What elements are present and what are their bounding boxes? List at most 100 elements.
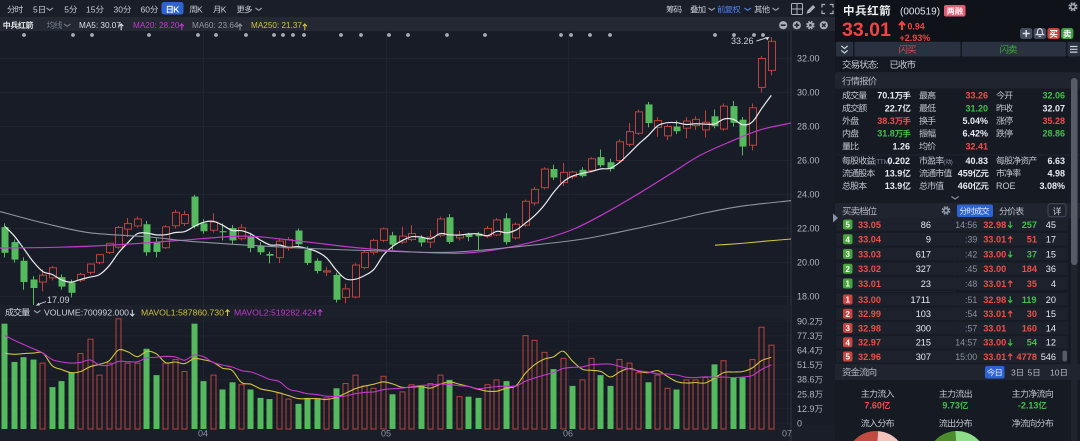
- svg-text:MA5: 30.07: MA5: 30.07: [79, 21, 121, 30]
- svg-text:33.02: 33.02: [858, 264, 881, 274]
- svg-text:15: 15: [86, 5, 96, 15]
- svg-text:35.28: 35.28: [1043, 116, 1066, 126]
- svg-text:37: 37: [1027, 249, 1037, 259]
- svg-text:30: 30: [1027, 309, 1037, 319]
- svg-text:(: (: [943, 160, 945, 166]
- svg-text:160: 160: [1022, 323, 1037, 333]
- svg-text:90.2: 90.2: [797, 317, 815, 327]
- svg-text:MAVOL2:519282.424: MAVOL2:519282.424: [234, 308, 317, 318]
- svg-text:30.00: 30.00: [797, 88, 820, 98]
- svg-text:546: 546: [1041, 352, 1056, 362]
- svg-text:7.60: 7.60: [864, 401, 882, 411]
- svg-text:33.01: 33.01: [983, 323, 1006, 333]
- svg-text:327: 327: [916, 264, 931, 274]
- svg-text:K: K: [221, 5, 227, 15]
- svg-text:3.08%: 3.08%: [1040, 181, 1066, 191]
- svg-text:26.00: 26.00: [797, 156, 820, 166]
- svg-text:): ): [951, 160, 953, 166]
- svg-text:4: 4: [846, 236, 851, 245]
- svg-text:33.00: 33.00: [983, 264, 1006, 274]
- svg-text:K: K: [173, 5, 180, 15]
- svg-text:15: 15: [1046, 249, 1056, 259]
- svg-text:4: 4: [1051, 279, 1056, 289]
- svg-text:77.3: 77.3: [797, 331, 815, 341]
- svg-text:13.9: 13.9: [885, 181, 903, 191]
- svg-text:38.3: 38.3: [877, 116, 895, 126]
- svg-text:14: 14: [1046, 323, 1056, 333]
- svg-text:33.26: 33.26: [966, 91, 989, 101]
- svg-text:86: 86: [921, 220, 931, 230]
- svg-text:300: 300: [916, 323, 931, 333]
- svg-text:28.00: 28.00: [797, 122, 820, 132]
- svg-text:5: 5: [846, 221, 851, 230]
- svg-text::54: :54: [965, 309, 977, 319]
- svg-text:5.04%: 5.04%: [963, 116, 989, 126]
- svg-text:33.01: 33.01: [983, 352, 1006, 362]
- svg-text:32.97: 32.97: [858, 338, 881, 348]
- svg-text:1: 1: [846, 280, 851, 289]
- svg-text:33.00: 33.00: [983, 249, 1006, 259]
- svg-text:33.03: 33.03: [858, 249, 881, 259]
- svg-text:32.98: 32.98: [858, 323, 881, 333]
- svg-text:6.42%: 6.42%: [963, 129, 989, 139]
- svg-text:5: 5: [33, 5, 38, 15]
- svg-text:24.00: 24.00: [797, 190, 820, 200]
- svg-text:35: 35: [1027, 279, 1037, 289]
- svg-text:60: 60: [141, 5, 151, 15]
- svg-text:(TTM): (TTM): [874, 160, 890, 166]
- svg-text:28.86: 28.86: [1043, 129, 1066, 139]
- svg-text:MAVOL1:587860.730: MAVOL1:587860.730: [141, 308, 224, 318]
- svg-text:VOLUME:700992.000: VOLUME:700992.000: [44, 308, 129, 318]
- svg-text:1711: 1711: [911, 295, 931, 305]
- svg-text:32.96: 32.96: [858, 352, 881, 362]
- svg-text:9: 9: [926, 235, 931, 245]
- svg-text:-2.13: -2.13: [1018, 401, 1039, 411]
- svg-text:0: 0: [797, 418, 802, 428]
- svg-text:25.8: 25.8: [797, 389, 815, 399]
- svg-text:32.41: 32.41: [966, 141, 989, 151]
- svg-text:12: 12: [1046, 338, 1056, 348]
- svg-text:33.01: 33.01: [858, 279, 881, 289]
- svg-text:31.8: 31.8: [877, 129, 895, 139]
- svg-text:51: 51: [1027, 235, 1037, 245]
- svg-text:4778: 4778: [1017, 352, 1037, 362]
- svg-text:45: 45: [1046, 220, 1056, 230]
- svg-text:4: 4: [846, 339, 851, 348]
- svg-text:70.1: 70.1: [877, 91, 895, 101]
- svg-text:459: 459: [958, 168, 973, 178]
- svg-text:(000519): (000519): [900, 6, 940, 17]
- svg-text::39: :39: [965, 235, 977, 245]
- svg-text:14:57: 14:57: [955, 338, 977, 348]
- svg-text:31.20: 31.20: [966, 103, 989, 113]
- svg-text:617: 617: [916, 249, 931, 259]
- svg-text:38.6: 38.6: [797, 375, 815, 385]
- svg-text:1: 1: [846, 296, 851, 305]
- svg-text:1.26: 1.26: [893, 141, 911, 151]
- svg-text:18.00: 18.00: [797, 292, 820, 302]
- svg-text:184: 184: [1022, 264, 1038, 274]
- svg-text:40.83: 40.83: [966, 156, 989, 166]
- svg-text:33.01: 33.01: [983, 279, 1006, 289]
- svg-text::48: :48: [965, 279, 977, 289]
- svg-text:0.94: 0.94: [908, 22, 925, 32]
- svg-text:20.00: 20.00: [797, 258, 820, 268]
- svg-text:33.00: 33.00: [983, 338, 1006, 348]
- svg-text:23: 23: [921, 279, 931, 289]
- svg-text:33.01: 33.01: [983, 235, 1006, 245]
- svg-text::: :: [876, 60, 879, 71]
- svg-text:15:00: 15:00: [955, 352, 977, 362]
- svg-text:33.01: 33.01: [842, 19, 891, 41]
- svg-text::45: :45: [965, 264, 977, 274]
- svg-text:32.07: 32.07: [1043, 103, 1066, 113]
- svg-text:33.05: 33.05: [858, 220, 881, 230]
- svg-text:30: 30: [114, 5, 124, 15]
- svg-text:54: 54: [1027, 338, 1038, 348]
- svg-text:33.26: 33.26: [731, 36, 754, 46]
- svg-text:33.00: 33.00: [858, 295, 881, 305]
- svg-text:MA60: 23.64: MA60: 23.64: [192, 21, 239, 30]
- svg-text:10: 10: [1050, 368, 1060, 378]
- svg-text:215: 215: [916, 338, 931, 348]
- svg-text:12.9: 12.9: [797, 404, 815, 414]
- svg-text:0.202: 0.202: [888, 156, 911, 166]
- svg-text:5: 5: [1028, 368, 1033, 378]
